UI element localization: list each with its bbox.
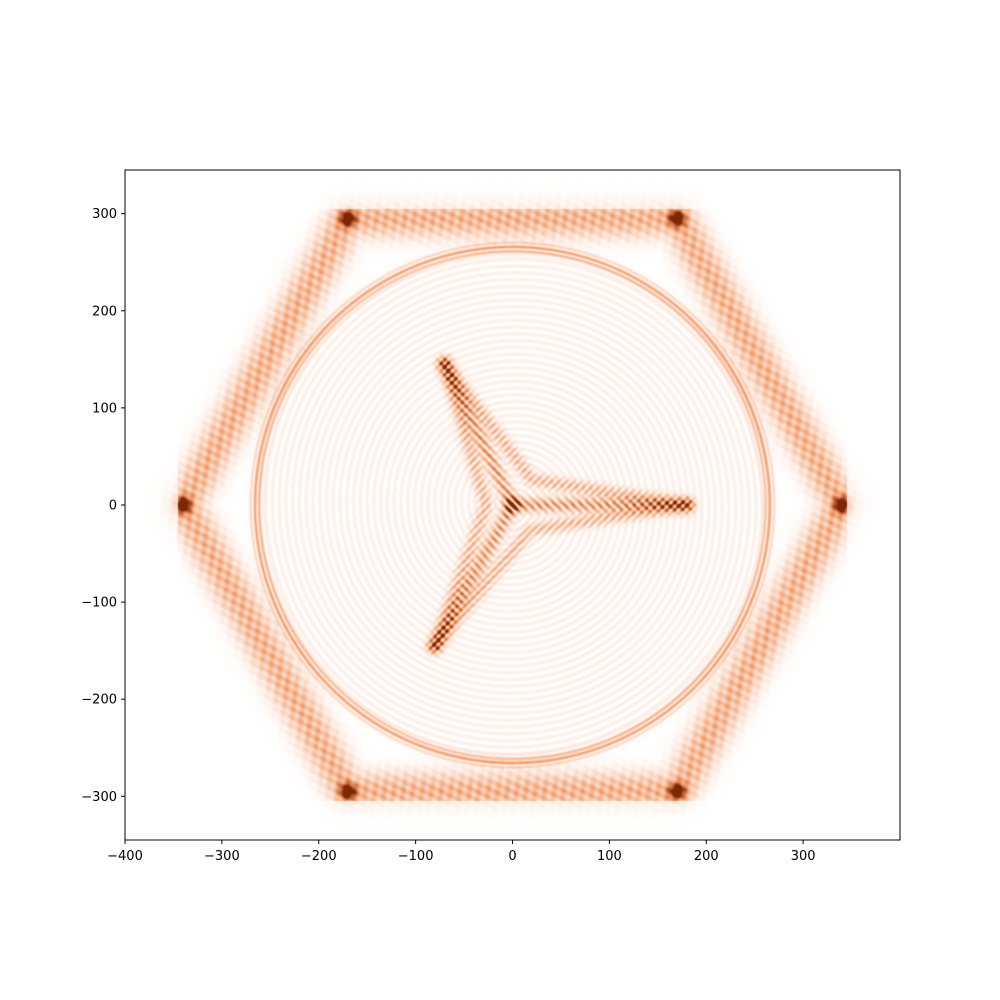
x-tick-label: −200: [301, 849, 337, 864]
x-tick-label: 200: [694, 849, 719, 864]
y-tick-label: −200: [81, 693, 117, 708]
heatmap-image: [125, 170, 900, 840]
y-tick-label: −100: [81, 596, 117, 611]
y-tick-label: 0: [109, 499, 117, 514]
y-tick-label: −300: [81, 790, 117, 805]
x-axis: −400 −300 −200 −100 0 100 200 300: [107, 840, 816, 864]
y-axis: −300 −200 −100 0 100 200 300: [81, 207, 125, 805]
plot-area: [125, 170, 900, 840]
x-tick-label: −100: [398, 849, 434, 864]
axes-frame: [124, 169, 901, 841]
x-tick-label: 100: [597, 849, 622, 864]
y-tick-label: 100: [92, 401, 117, 416]
x-tick-label: −300: [204, 849, 240, 864]
y-tick-label: 200: [92, 304, 117, 319]
x-tick-label: −400: [107, 849, 143, 864]
x-tick-label: 0: [508, 849, 516, 864]
x-tick-label: 300: [791, 849, 816, 864]
y-tick-label: 300: [92, 207, 117, 222]
